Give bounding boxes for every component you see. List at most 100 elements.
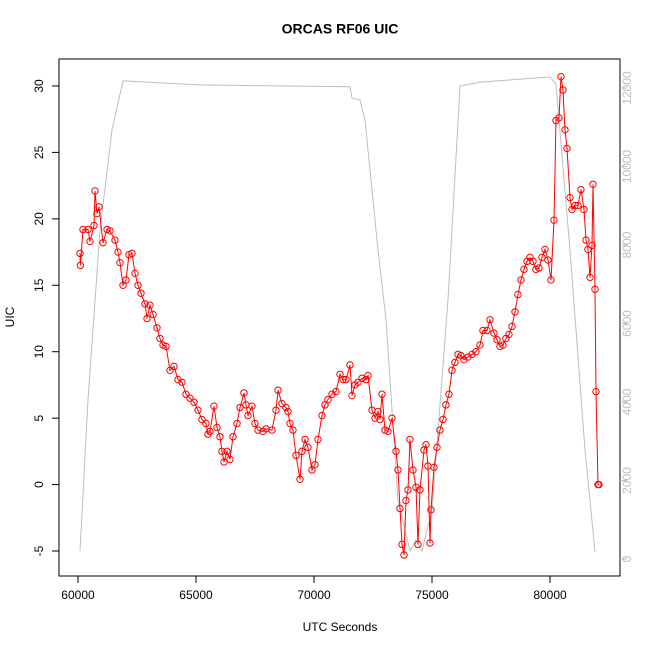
point: [384, 427, 392, 436]
point: [190, 398, 198, 406]
point: [314, 435, 322, 444]
point: [182, 390, 190, 398]
point: [272, 406, 280, 414]
point: [402, 496, 410, 505]
point: [591, 285, 599, 293]
point: [95, 203, 103, 211]
point: [376, 415, 384, 424]
point: [400, 551, 408, 559]
point: [582, 236, 590, 244]
point: [571, 201, 579, 210]
point: [332, 387, 340, 396]
point: [128, 249, 136, 258]
point: [535, 264, 543, 272]
point: [137, 289, 145, 297]
point: [574, 201, 582, 210]
point: [559, 86, 567, 94]
point: [90, 221, 98, 230]
point: [153, 324, 161, 332]
point: [106, 227, 114, 235]
series-line: [79, 76, 599, 556]
plot-box: [58, 58, 621, 577]
point: [364, 371, 372, 380]
point: [538, 253, 546, 262]
point: [396, 504, 404, 513]
point: [422, 441, 430, 449]
point: [442, 401, 450, 409]
point: [114, 248, 122, 256]
point: [472, 348, 480, 356]
point: [354, 378, 362, 386]
point: [298, 447, 306, 456]
y2-tick-label: 12000: [620, 71, 634, 105]
point: [286, 419, 294, 428]
x-tick-label: 80000: [533, 588, 567, 602]
point: [236, 403, 244, 412]
point: [170, 362, 178, 371]
y2-tick-label: 10000: [620, 149, 634, 183]
point: [584, 245, 592, 254]
point: [93, 209, 101, 218]
point: [178, 378, 186, 386]
point: [566, 193, 574, 202]
x-tick-label: 65000: [179, 588, 213, 602]
point: [378, 390, 386, 398]
point: [426, 539, 434, 547]
point: [388, 414, 396, 422]
point: [141, 300, 149, 308]
point: [448, 366, 456, 375]
point: [483, 326, 491, 335]
point: [404, 486, 412, 494]
point: [223, 447, 231, 456]
point: [218, 447, 226, 456]
point: [550, 216, 558, 224]
point: [134, 281, 142, 289]
point: [490, 329, 498, 337]
point: [577, 185, 585, 194]
point: [206, 427, 214, 436]
point: [541, 245, 549, 254]
point: [563, 144, 571, 153]
point: [555, 114, 563, 122]
y-tick-label: 20: [32, 212, 46, 226]
point: [248, 402, 256, 410]
y2-tick-label: 8000: [620, 231, 634, 258]
point: [358, 374, 366, 382]
point: [240, 389, 248, 397]
point: [414, 540, 422, 549]
point: [430, 463, 438, 472]
point: [511, 308, 519, 316]
point: [244, 411, 252, 420]
point: [99, 239, 107, 247]
point: [342, 375, 350, 384]
point: [116, 258, 124, 267]
point: [362, 375, 370, 384]
x-tick-label: 75000: [415, 588, 449, 602]
point: [216, 433, 224, 441]
point: [284, 407, 292, 416]
point: [304, 443, 312, 452]
point: [392, 447, 400, 456]
point: [86, 237, 94, 246]
point: [514, 290, 522, 299]
point: [220, 458, 228, 466]
point: [595, 480, 603, 489]
x-tick-label: 60000: [61, 588, 95, 602]
point: [146, 301, 154, 309]
point: [210, 402, 218, 410]
point: [229, 433, 237, 441]
chart-title: ORCAS RF06 UIC: [282, 21, 399, 37]
point: [476, 341, 484, 349]
point: [588, 241, 596, 250]
point: [296, 475, 304, 483]
y-tick-label: 25: [32, 145, 46, 159]
series-line: [79, 76, 596, 553]
point: [289, 426, 297, 434]
point: [122, 276, 130, 284]
point: [324, 395, 332, 404]
point: [479, 326, 487, 335]
point: [517, 276, 525, 284]
y2-tick-label: 4000: [620, 388, 634, 415]
x-axis-label: UTC Seconds: [303, 620, 378, 634]
